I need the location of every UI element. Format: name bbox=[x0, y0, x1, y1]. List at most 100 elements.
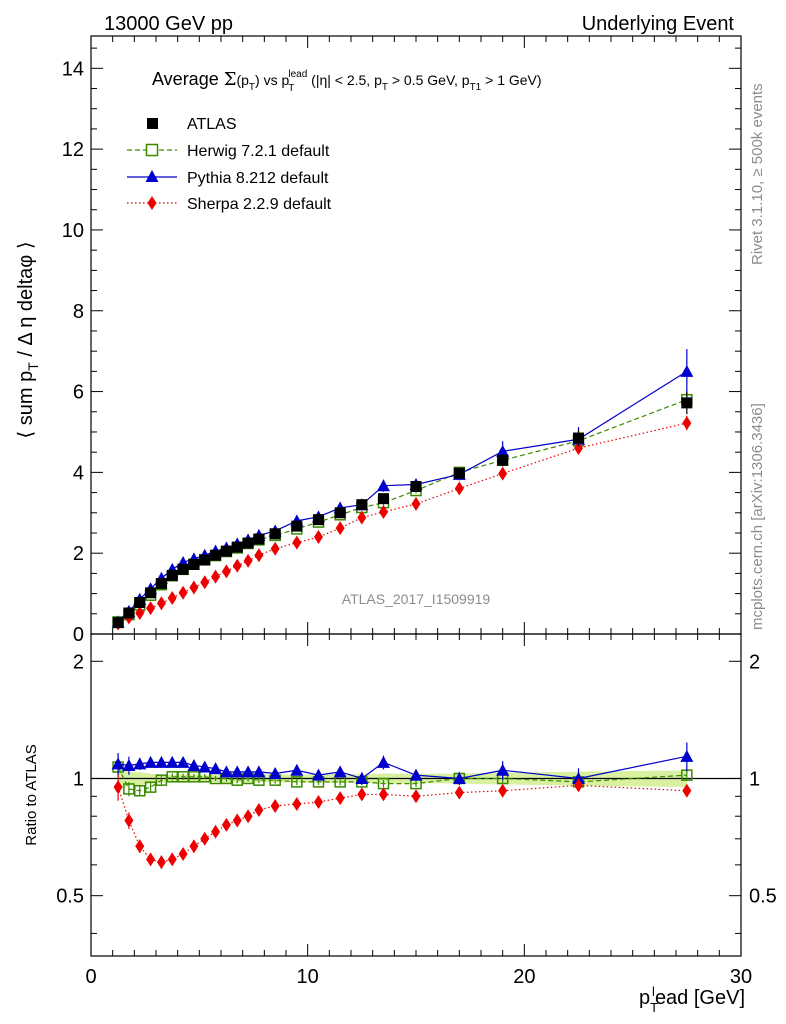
ratio-x-tick-label: 20 bbox=[513, 966, 535, 988]
main-axis-ticks: 0 2 4 6 8 10 12 14 bbox=[62, 36, 742, 646]
main-point-atlas bbox=[269, 528, 281, 540]
ratio-point-pythia bbox=[290, 763, 304, 776]
ratio-point-pythia bbox=[133, 757, 147, 770]
ratio-point-pythia bbox=[252, 765, 266, 778]
x-axis-label: pTlead [GeV] bbox=[639, 984, 745, 1015]
ratio-point-pythia bbox=[680, 749, 694, 762]
ratio-point-pythia bbox=[409, 768, 423, 781]
ratio-point-sherpa bbox=[189, 839, 199, 854]
main-point-pythia bbox=[496, 444, 510, 457]
ratio-point-sherpa bbox=[411, 789, 421, 804]
main-y-axis-label: ⟨ sum pT / Δ η deltaφ ⟩ bbox=[15, 241, 41, 438]
main-y-tick-label: 10 bbox=[62, 220, 84, 242]
ratio-point-pythia bbox=[176, 755, 190, 768]
legend-label-sherpa: Sherpa 2.2.9 default bbox=[187, 196, 332, 213]
ratio-point-pythia bbox=[111, 757, 125, 770]
ratio-point-sherpa bbox=[146, 852, 156, 867]
ratio-point-pythia bbox=[268, 766, 282, 779]
main-point-sherpa bbox=[178, 585, 188, 600]
ratio-y-tick-label: 2 bbox=[73, 651, 84, 673]
main-point-sherpa bbox=[379, 504, 388, 519]
ratio-point-sherpa bbox=[156, 855, 166, 870]
main-point-atlas bbox=[242, 537, 254, 549]
legend: ATLAS Herwig 7.2.1 default Pythia 8.212 … bbox=[127, 116, 332, 213]
main-point-atlas bbox=[177, 563, 189, 575]
main-point-atlas bbox=[199, 554, 211, 566]
ratio-point-herwig bbox=[209, 772, 222, 785]
ratio-point-herwig bbox=[199, 771, 211, 783]
ratio-point-herwig bbox=[134, 785, 146, 797]
main-y-tick-label: 2 bbox=[73, 543, 84, 565]
main-point-sherpa bbox=[200, 575, 210, 590]
main-point-atlas bbox=[497, 454, 509, 466]
main-point-atlas bbox=[356, 499, 368, 511]
legend-label-herwig: Herwig 7.2.1 default bbox=[187, 143, 330, 160]
ratio-series-sherpa bbox=[113, 774, 692, 870]
ratio-point-herwig bbox=[177, 771, 189, 783]
ratio-point-pythia bbox=[144, 755, 158, 768]
ratio-point-pythia bbox=[572, 771, 585, 784]
ratio-point-sherpa bbox=[221, 817, 231, 832]
main-point-sherpa bbox=[498, 466, 508, 481]
main-point-atlas bbox=[253, 533, 265, 545]
legend-entry-herwig: Herwig 7.2.1 default bbox=[127, 143, 330, 160]
header-right: Underlying Event bbox=[582, 13, 735, 35]
ratio-series-pythia bbox=[111, 742, 694, 790]
ratio-point-herwig bbox=[291, 776, 303, 788]
legend-label-pythia: Pythia 8.212 default bbox=[187, 170, 329, 187]
main-point-atlas bbox=[573, 432, 584, 444]
main-point-atlas bbox=[453, 467, 465, 479]
ratio-point-pythia bbox=[219, 765, 233, 778]
main-y-tick-label: 14 bbox=[62, 58, 84, 80]
ratio-point-sherpa bbox=[270, 798, 280, 813]
legend-marker-pythia bbox=[145, 170, 159, 182]
main-y-tick-label: 0 bbox=[73, 624, 84, 646]
main-point-sherpa bbox=[682, 416, 692, 431]
main-point-sherpa bbox=[314, 530, 323, 545]
ratio-point-pythia bbox=[209, 762, 223, 775]
ratio-point-pythia bbox=[187, 758, 201, 771]
ratio-axis-ticks: 0 10 20 30 0.5 0.5 1 1 2 2 bbox=[56, 634, 777, 988]
main-point-sherpa bbox=[574, 441, 583, 456]
main-point-atlas bbox=[210, 549, 222, 561]
ratio-point-herwig bbox=[155, 774, 168, 786]
main-point-sherpa bbox=[357, 510, 367, 525]
ratio-point-sherpa bbox=[498, 783, 508, 798]
ratio-point-sherpa bbox=[178, 846, 188, 861]
legend-label-atlas: ATLAS bbox=[187, 116, 237, 133]
ratio-y-axis-label: Ratio to ATLAS bbox=[23, 744, 40, 845]
plot-title: Average Σ(pT) vs pTlead (|η| < 2.5, pT >… bbox=[152, 69, 542, 94]
ratio-point-pythia bbox=[377, 755, 390, 768]
ratio-point-sherpa bbox=[454, 785, 464, 800]
main-plot-series bbox=[111, 349, 694, 631]
main-point-atlas bbox=[410, 481, 422, 493]
main-point-sherpa bbox=[146, 601, 156, 616]
main-point-sherpa bbox=[232, 558, 242, 573]
main-point-sherpa bbox=[135, 605, 145, 620]
main-point-sherpa bbox=[189, 580, 199, 595]
legend-entry-atlas: ATLAS bbox=[147, 116, 237, 133]
main-point-sherpa bbox=[411, 496, 421, 511]
main-point-atlas bbox=[681, 397, 693, 409]
ratio-point-pythia bbox=[333, 765, 347, 778]
ratio-point-sherpa bbox=[200, 831, 210, 846]
mcplots-label: mcplots.cern.ch [arXiv:1306.3436] bbox=[749, 403, 766, 630]
main-point-sherpa bbox=[211, 569, 221, 584]
main-point-atlas bbox=[166, 569, 178, 581]
ratio-point-pythia bbox=[241, 765, 255, 778]
ratio-point-sherpa bbox=[314, 795, 323, 810]
ratio-point-pythia bbox=[355, 771, 369, 784]
main-point-sherpa bbox=[335, 521, 345, 536]
main-point-sherpa bbox=[292, 535, 302, 550]
ratio-point-herwig bbox=[144, 781, 157, 793]
main-point-pythia bbox=[680, 364, 694, 377]
main-point-atlas bbox=[188, 559, 200, 571]
legend-marker-sherpa bbox=[147, 196, 157, 210]
ratio-point-sherpa bbox=[292, 796, 302, 811]
main-point-sherpa bbox=[270, 541, 280, 556]
main-point-atlas bbox=[313, 514, 324, 526]
ratio-point-herwig bbox=[166, 771, 178, 783]
main-point-atlas bbox=[145, 587, 157, 599]
legend-marker-atlas bbox=[147, 118, 158, 129]
ratio-point-herwig bbox=[334, 776, 346, 788]
